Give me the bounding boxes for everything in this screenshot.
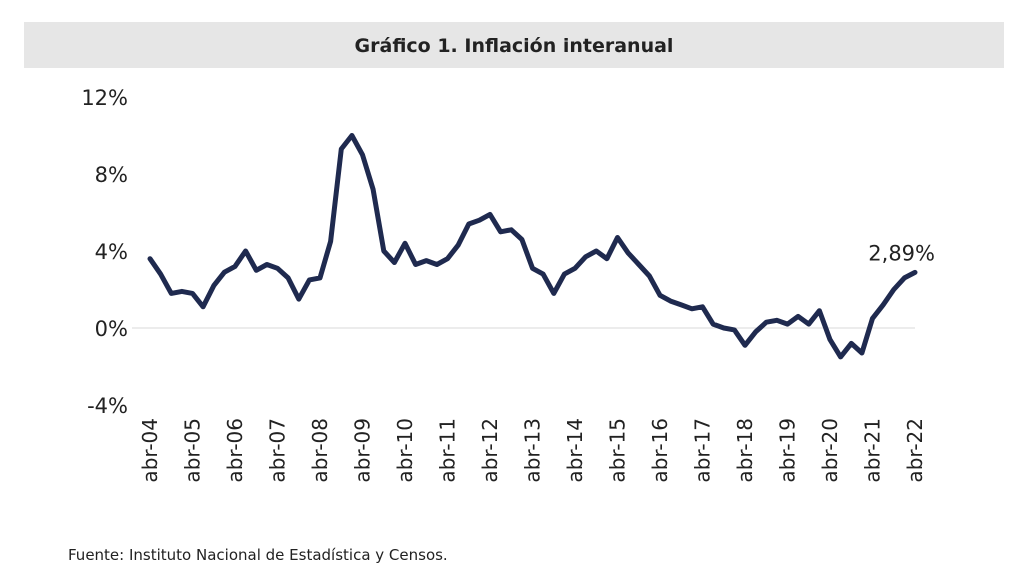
x-tick-label: abr-07 (266, 418, 290, 483)
x-tick-label: abr-04 (138, 418, 162, 483)
source-note: Fuente: Instituto Nacional de Estadístic… (68, 546, 448, 564)
x-tick-label: abr-21 (861, 418, 885, 483)
x-tick-label: abr-22 (903, 418, 927, 483)
x-tick-label: abr-12 (478, 418, 502, 483)
y-tick-label: 4% (95, 240, 128, 264)
line (147, 133, 918, 360)
y-tick-label: -4% (87, 394, 128, 418)
y-tick-label: 8% (95, 163, 128, 187)
x-tick-label: abr-14 (563, 418, 587, 483)
y-tick-label: 0% (95, 317, 128, 341)
x-tick-label: abr-10 (393, 418, 417, 483)
x-tick-label: abr-17 (691, 418, 715, 483)
chart-title: Gráfico 1. Inflación interanual (355, 35, 674, 57)
x-tick-label: abr-16 (648, 418, 672, 483)
x-tick-label: abr-15 (606, 418, 630, 483)
x-tick-label: abr-05 (181, 418, 205, 483)
title-band (24, 22, 1004, 68)
x-tick-label: abr-08 (308, 418, 332, 483)
x-tick-label: abr-06 (223, 418, 247, 483)
x-tick-label: abr-18 (733, 418, 757, 483)
x-tick-label: abr-13 (521, 418, 545, 483)
x-tick-label: abr-11 (436, 418, 460, 483)
annotation: 2,89% (868, 241, 935, 265)
y-tick-label: 12% (81, 86, 128, 110)
x-tick-label: abr-19 (776, 418, 800, 483)
x-tick-label: abr-20 (818, 418, 842, 483)
x-tick-label: abr-09 (351, 418, 375, 483)
